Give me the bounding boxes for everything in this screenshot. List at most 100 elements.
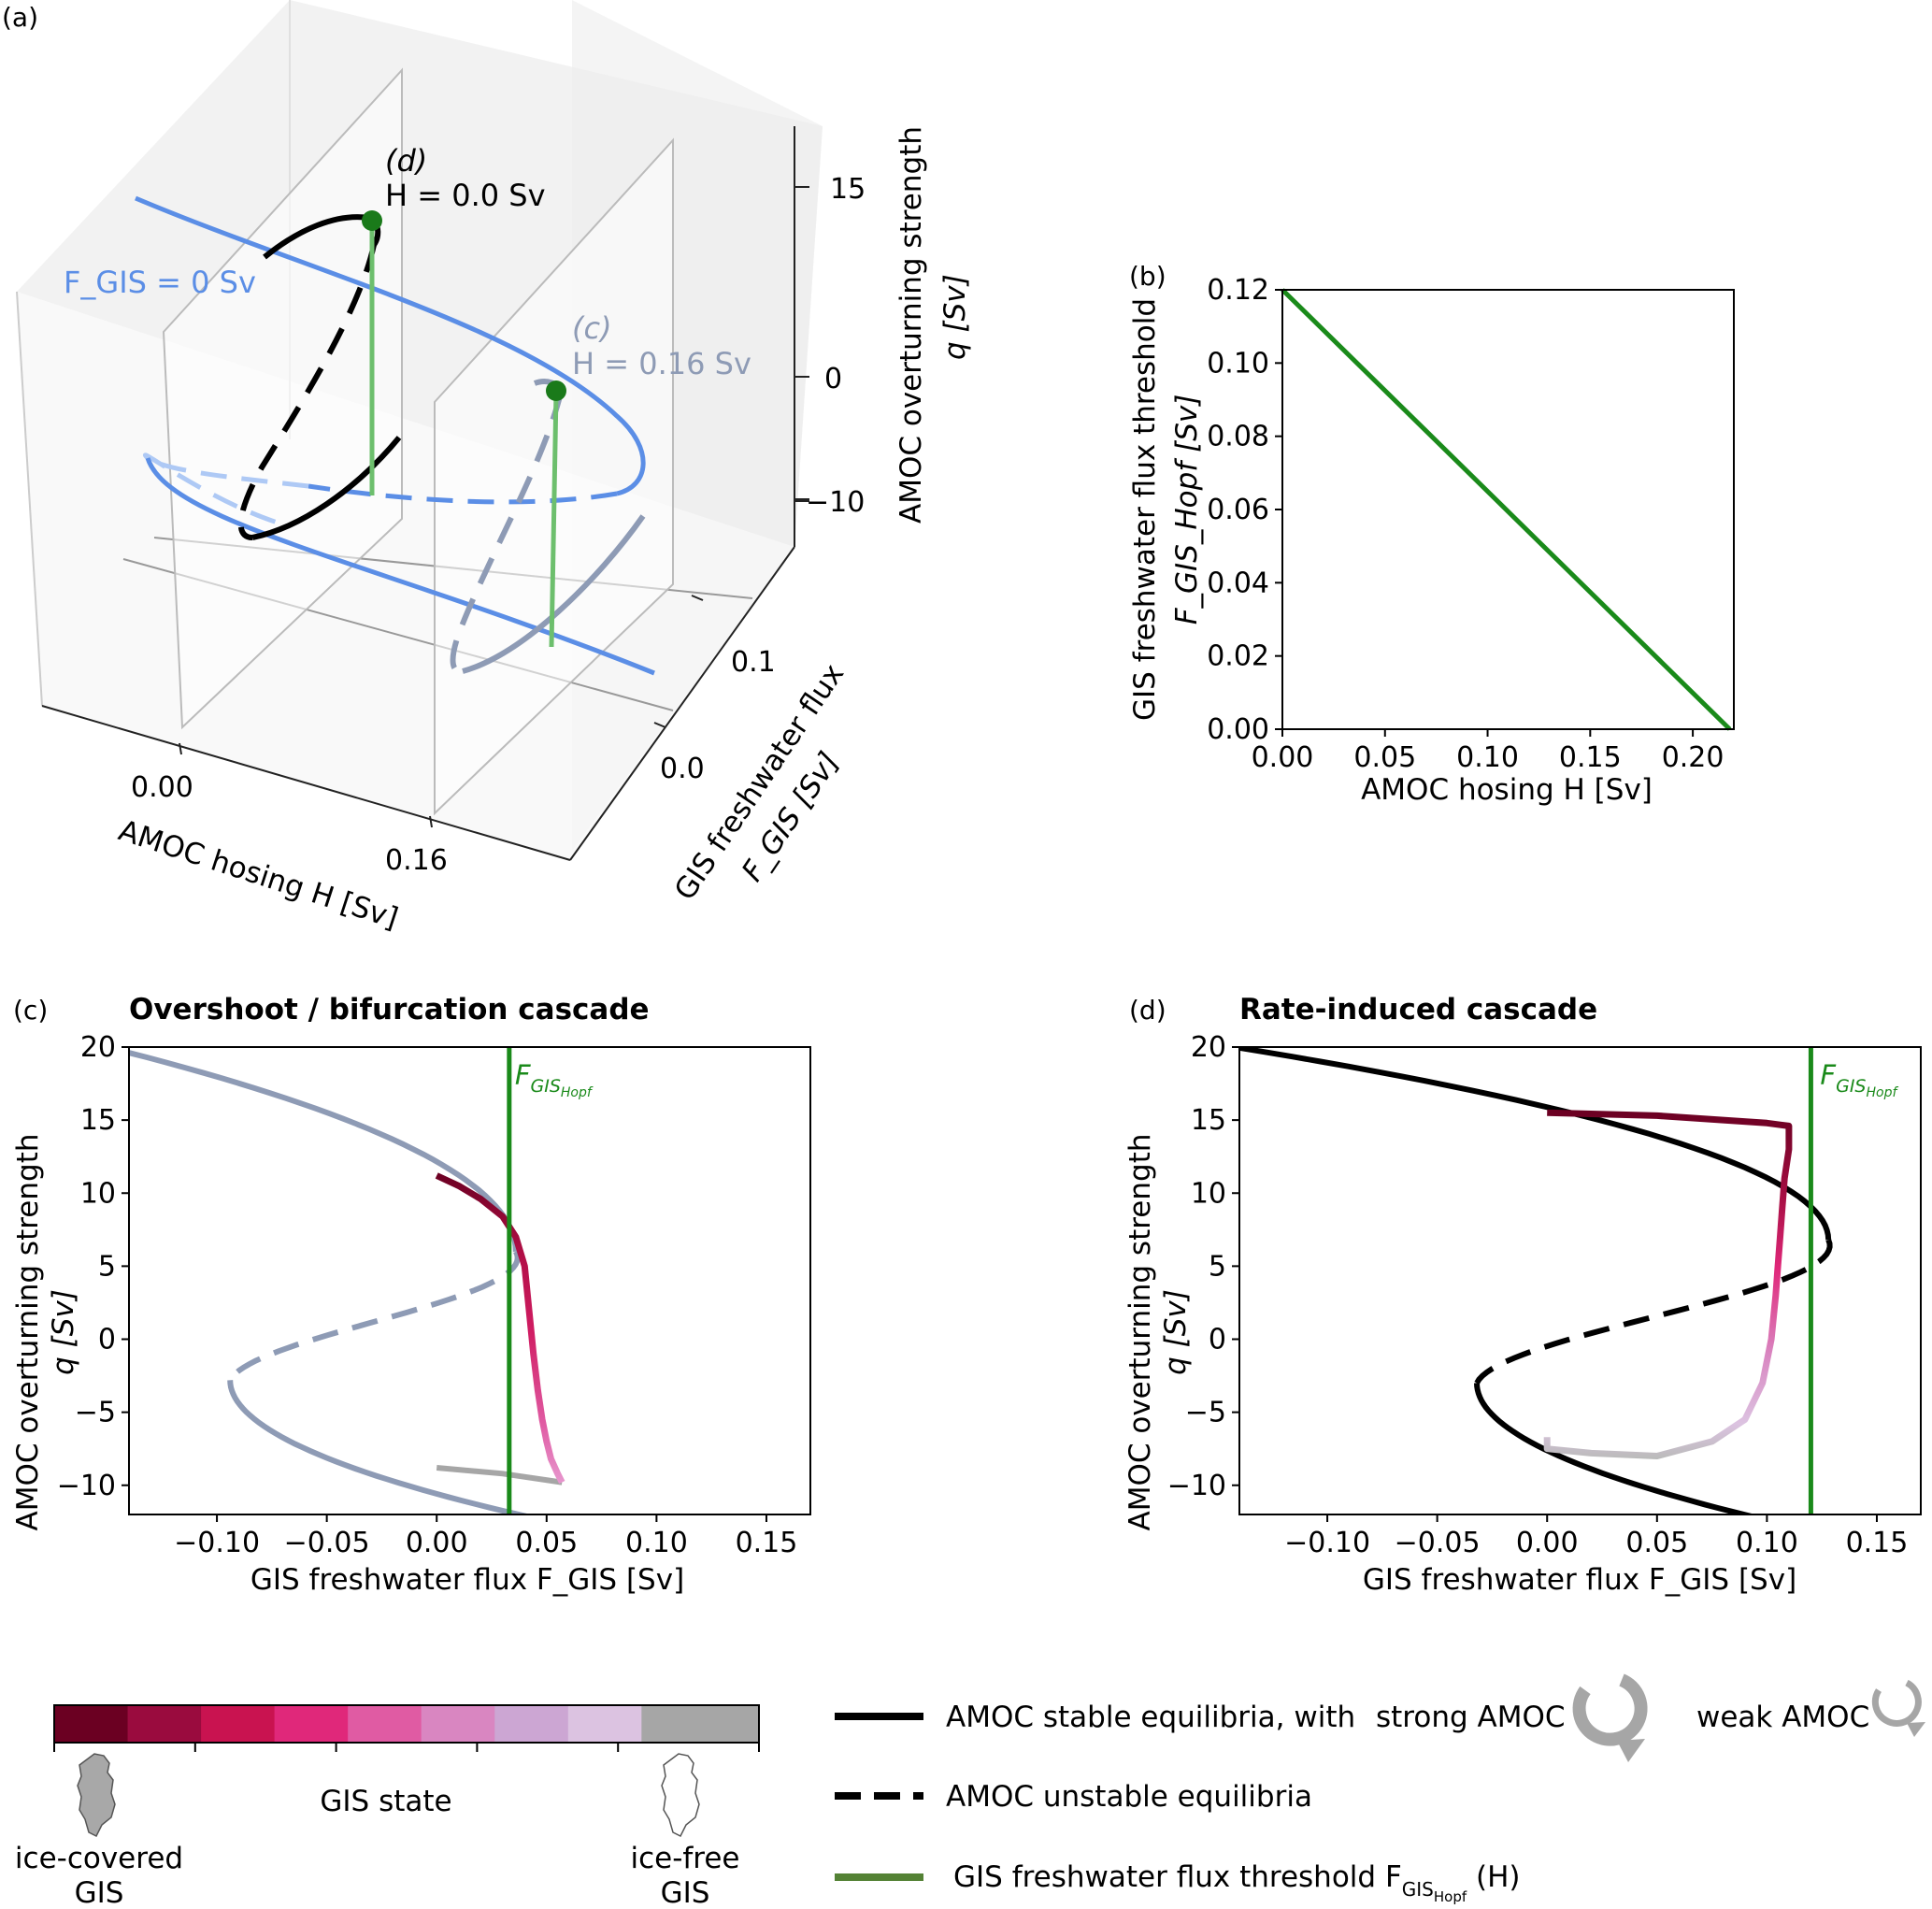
colorbar-swatch	[567, 1705, 642, 1743]
b-threshold-line	[1281, 288, 1732, 731]
z-axis-label-line1: AMOC overturning strength	[894, 126, 928, 524]
panel-a-label: (a)	[2, 2, 38, 33]
c-gis-trajectory	[435, 1172, 565, 1485]
d-x-tick-label: 0.15	[1846, 1527, 1909, 1559]
c-x-axis-label: GIS freshwater flux F_GIS [Sv]	[250, 1563, 684, 1597]
y-tick-mark	[653, 722, 666, 728]
c-plot-area	[129, 1047, 565, 1514]
c-y-tick-label: 5	[98, 1250, 116, 1283]
slice-d-unstable	[237, 244, 377, 540]
d-threshold-label: FGISHopf	[1820, 1059, 1898, 1100]
colorbar-swatches	[53, 1704, 760, 1752]
c-y-tick-label: 0	[98, 1324, 116, 1356]
y-tick-mark	[691, 595, 704, 601]
legend-weak-label: weak AMOC	[1696, 1701, 1869, 1734]
x-tick-mark	[429, 815, 433, 828]
y-tick-label: 0.0	[660, 753, 705, 785]
panel-d: (d) Rate-induced cascade −0.10 −0.05 0.00 0…	[1123, 993, 1922, 1597]
d-y-tick-label: 15	[1191, 1104, 1226, 1137]
b-y-tick-label: 0.04	[1207, 567, 1269, 599]
c-y-tick-label: −10	[57, 1470, 116, 1502]
c-x-tick-label: 0.10	[625, 1527, 688, 1559]
panel-c-label: (c)	[13, 995, 48, 1026]
x-axis-line	[41, 705, 571, 861]
colorbar-frame	[53, 1704, 760, 1744]
d-y-axis-label-line2: q [Sv]	[1159, 1289, 1193, 1375]
d-y-tick-label: 5	[1209, 1250, 1226, 1283]
x-tick-label: 0.00	[131, 771, 193, 804]
chart-b: 0.00 0.05 0.10 0.15 0.20 0.00 0.02 0.04 0.06 0.08…	[1207, 274, 1735, 774]
colorbar-swatch	[641, 1705, 760, 1743]
panel-c-title: Overshoot / bifurcation cascade	[129, 993, 650, 1026]
c-trajectory-tail	[436, 1465, 563, 1486]
fgis-zero-curve-unstable-light	[143, 452, 309, 526]
c-y-tick-label: 20	[80, 1031, 116, 1064]
d-x-tick-label: 0.05	[1625, 1527, 1688, 1559]
colorbar-left-label-line1: ice-covered	[15, 1842, 183, 1875]
panel-b: (b) 0.00 0.05 0.10 0.15 0.20 0.00 0.02 0.04 0.06…	[1128, 261, 1735, 807]
legend-stable-label: AMOC stable equilibria, with	[946, 1701, 1355, 1734]
b-y-tick-label: 0.06	[1207, 494, 1269, 526]
d-x-tick-label: 0.00	[1516, 1527, 1579, 1559]
d-plot-frame	[1238, 1046, 1922, 1515]
x-tick-label: 0.16	[385, 844, 448, 877]
legend-threshold-label: GIS freshwater flux threshold FGISHopf (…	[953, 1860, 1521, 1905]
stable-branch-upper	[1239, 1047, 1832, 1241]
d-x-tick-label: −0.10	[1284, 1527, 1370, 1559]
b-y-axis-label-line2: F_GIS_Hopf [Sv]	[1170, 395, 1204, 625]
colorbar-right-label-line1: ice-free	[630, 1842, 739, 1875]
greenland-ice-free-icon	[661, 1753, 700, 1838]
legend-unstable-label: AMOC unstable equilibria	[946, 1780, 1312, 1814]
annotation-d-label: (d)	[385, 143, 427, 179]
colorbar-label: GIS state	[320, 1785, 451, 1818]
d-gis-trajectory	[1543, 1109, 1793, 1459]
colorbar-swatch	[421, 1705, 495, 1743]
c-y-axis-label-line1: AMOC overturning strength	[11, 1134, 45, 1531]
b-y-axis-label-line1: GIS freshwater flux threshold	[1128, 298, 1162, 721]
panel-d-label: (d)	[1129, 995, 1166, 1026]
fgis-zero-curve-upper	[135, 195, 646, 496]
d-x-tick-label: −0.05	[1395, 1527, 1481, 1559]
d-y-tick-label: 20	[1191, 1031, 1226, 1064]
chart-c: −0.10 −0.05 0.00 0.05 0.10 0.15 −10 −5 0 5 10 15 20 F…	[57, 1031, 811, 1559]
d-y-tick-label: −10	[1167, 1470, 1226, 1502]
legend: AMOC stable equilibria, with strong AMOC…	[835, 1673, 1925, 1905]
c-x-tick-label: −0.10	[174, 1527, 260, 1559]
annotation-c-value: H = 0.16 Sv	[572, 346, 751, 381]
c-y-axis-label-line2: q [Sv]	[47, 1289, 80, 1375]
colorbar-swatch	[274, 1705, 349, 1743]
slice-c-lower	[462, 514, 646, 674]
d-y-axis-label-line1: AMOC overturning strength	[1123, 1134, 1157, 1531]
b-x-tick-label: 0.05	[1353, 741, 1416, 774]
d-y-tick-label: 0	[1209, 1324, 1226, 1356]
chart-d: −0.10 −0.05 0.00 0.05 0.10 0.15 −10 −5 0 5 10 15 20 F…	[1167, 1031, 1922, 1559]
stable-branch-lower	[227, 1380, 532, 1514]
z-tick-label: −10	[806, 486, 865, 519]
weak-amoc-icon	[1871, 1679, 1925, 1737]
x-axis-label: AMOC hosing H [Sv]	[115, 813, 403, 936]
y-tick-label: 0.1	[731, 646, 776, 679]
d-x-tick-label: 0.10	[1736, 1527, 1798, 1559]
y-axis-line	[569, 546, 795, 861]
c-y-tick-label: −5	[75, 1397, 116, 1429]
b-x-axis-label: AMOC hosing H [Sv]	[1361, 773, 1653, 807]
slice-c-threshold	[549, 392, 559, 648]
greenland-ice-covered-icon	[77, 1753, 116, 1838]
unstable-branch	[1474, 1239, 1833, 1385]
c-x-tick-label: 0.15	[736, 1527, 798, 1559]
c-x-tick-label: −0.05	[284, 1527, 370, 1559]
annotation-d-value: H = 0.0 Sv	[385, 178, 546, 213]
z-tick-label: 15	[830, 173, 866, 206]
panel-a: (a) (d) H = 0.0 Sv	[2, 0, 972, 936]
annotation-c-label: (c)	[572, 310, 612, 346]
panel-d-title: Rate-induced cascade	[1239, 993, 1597, 1026]
slice-c-unstable	[450, 392, 564, 675]
d-y-tick-label: −5	[1185, 1397, 1226, 1429]
c-y-tick-label: 15	[80, 1104, 116, 1137]
slice-d-upper	[263, 214, 381, 260]
b-y-tick-label: 0.00	[1207, 713, 1269, 746]
strong-amoc-icon	[1572, 1673, 1648, 1762]
b-y-tick-label: 0.12	[1207, 274, 1269, 307]
b-x-tick-label: 0.10	[1456, 741, 1519, 774]
